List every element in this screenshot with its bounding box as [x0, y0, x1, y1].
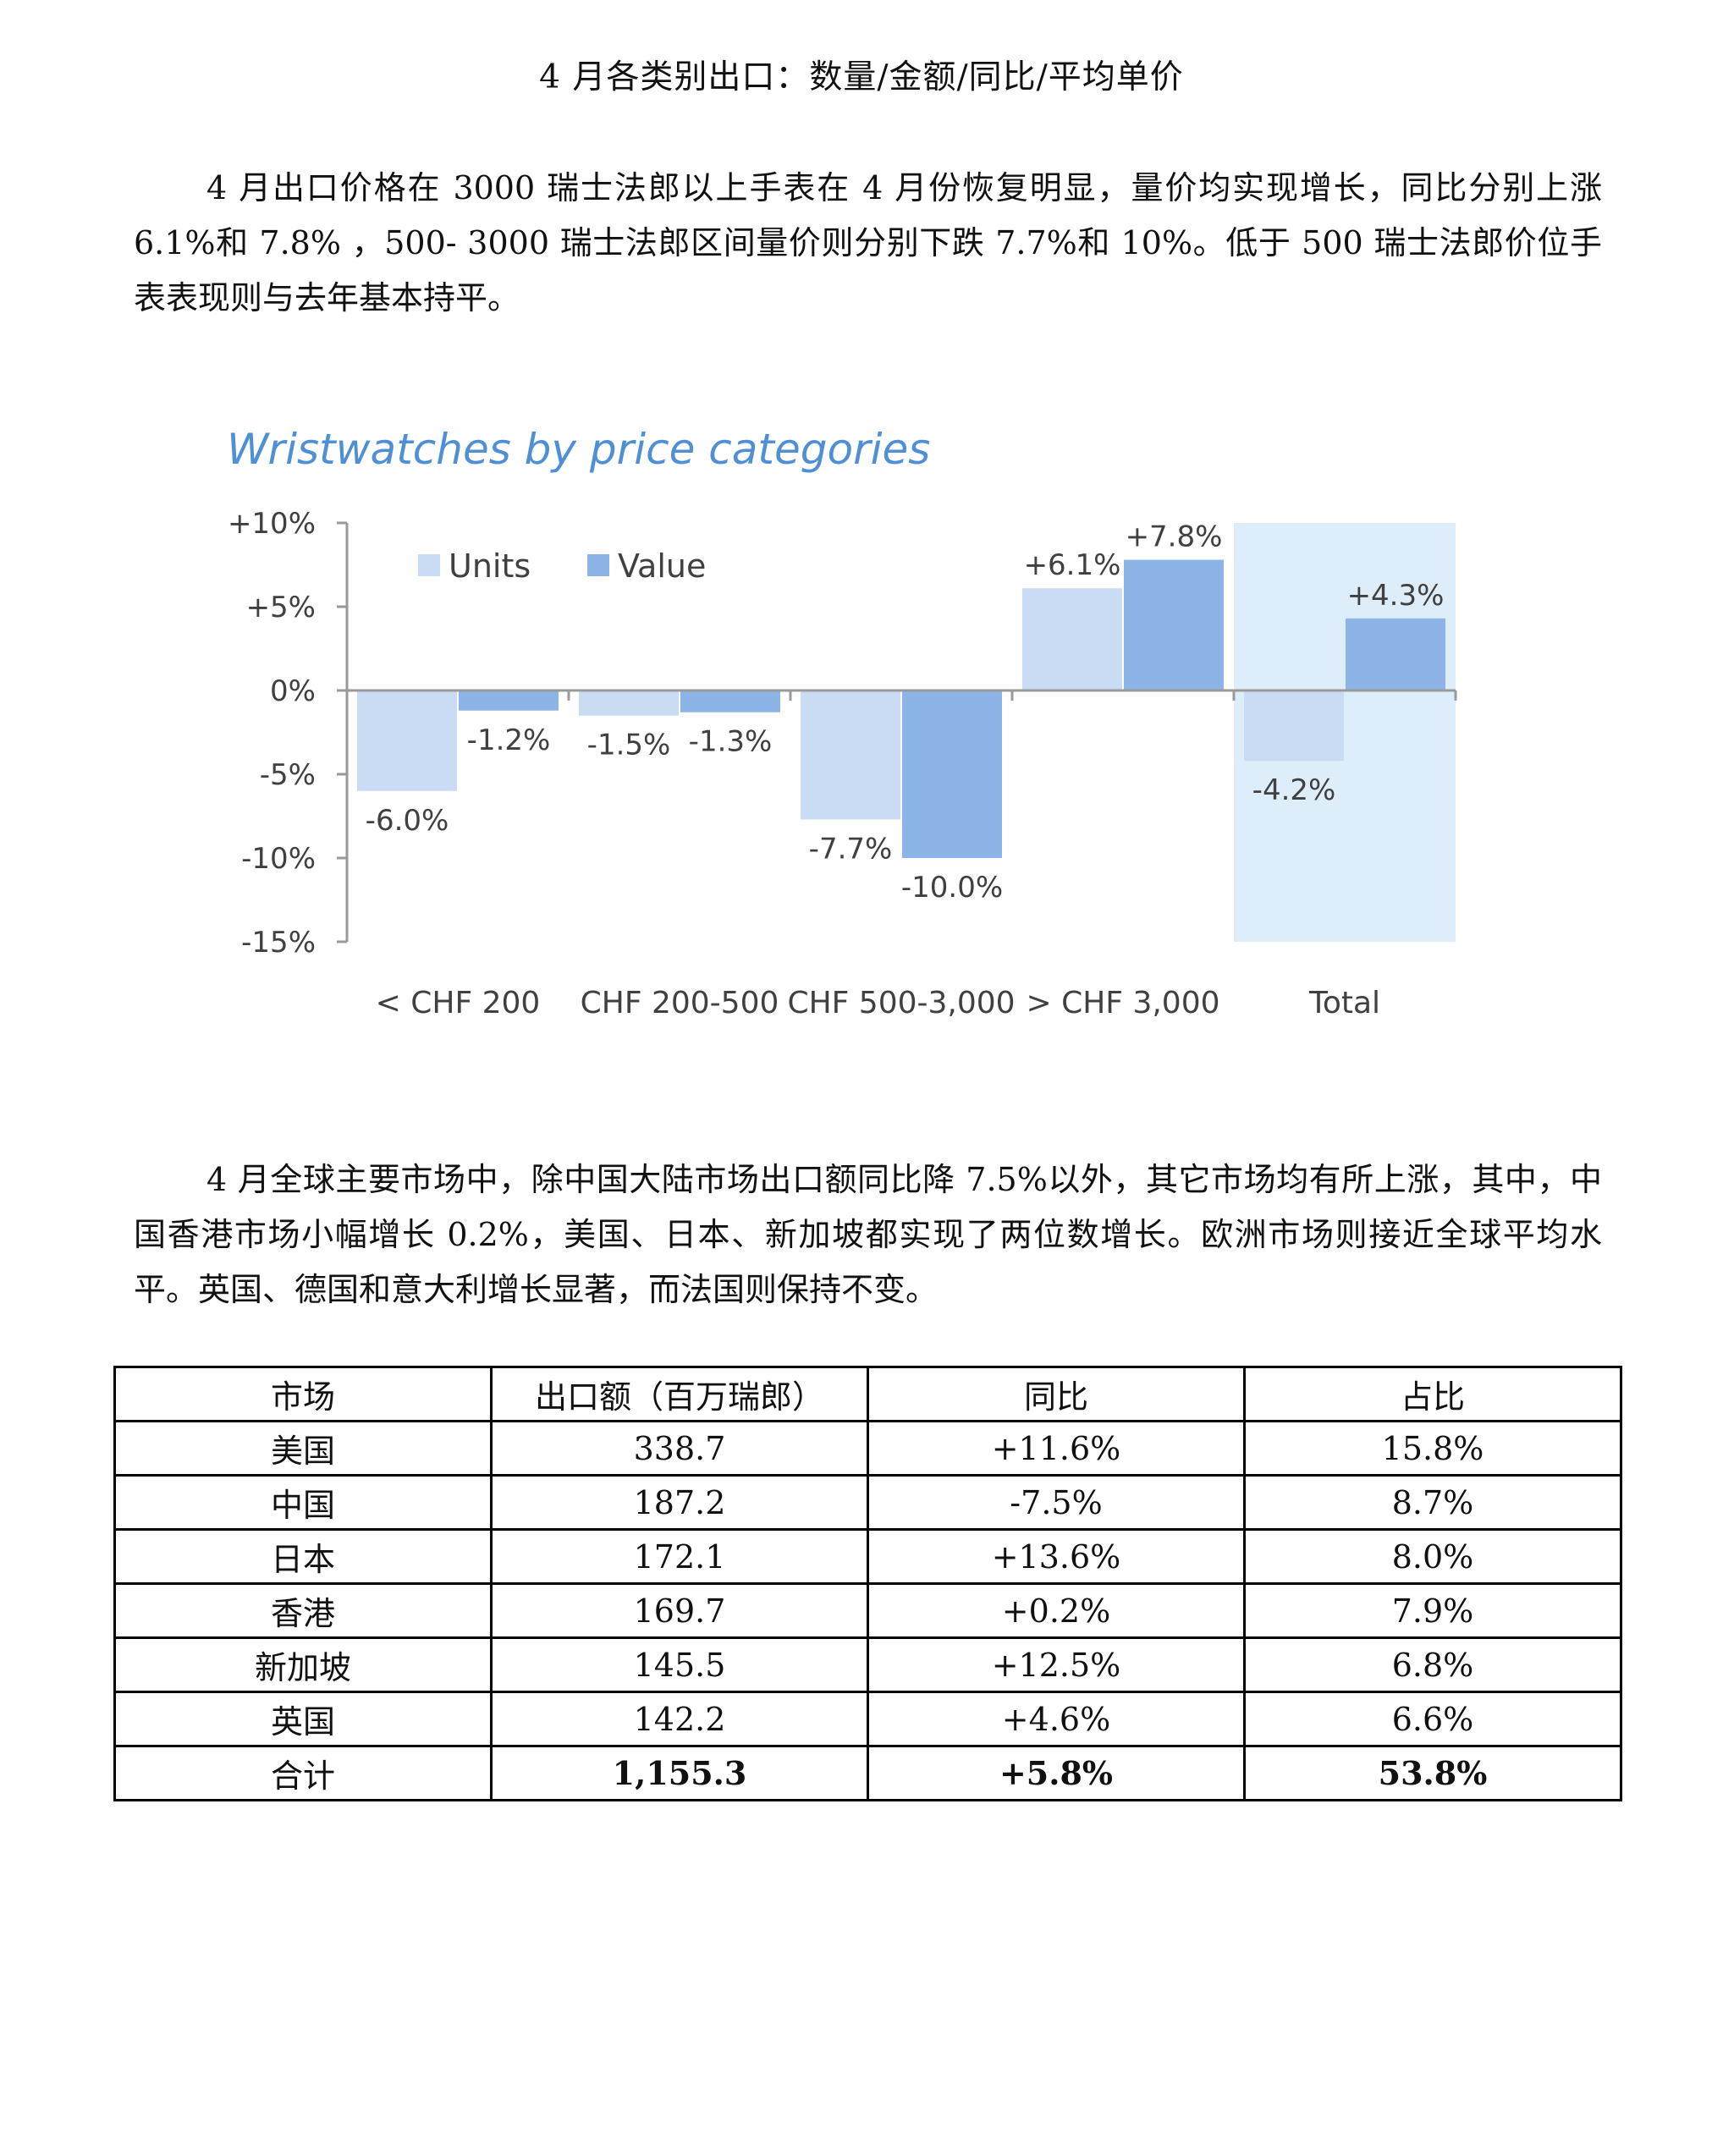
table-row: 日本 172.1 +13.6% 8.0% — [113, 1528, 1622, 1585]
bar-units — [1244, 690, 1344, 762]
x-tick-label: > CHF 3,000 — [1026, 986, 1219, 1020]
cell-yoy: +0.2% — [867, 1582, 1246, 1639]
bar-units — [801, 690, 900, 820]
y-tick-label: -5% — [260, 758, 316, 792]
cell-share: 6.6% — [1243, 1691, 1622, 1747]
cell-market: 美国 — [113, 1420, 493, 1477]
cell-export-value: 338.7 — [490, 1420, 869, 1477]
bar-value — [902, 690, 1002, 858]
data-label-value: +4.3% — [1347, 579, 1445, 613]
cell-yoy: +13.6% — [867, 1528, 1246, 1585]
data-label-value: -1.2% — [467, 723, 551, 757]
total-highlight-band — [1234, 523, 1456, 942]
data-label-units: -7.7% — [809, 832, 893, 866]
cell-share: 7.9% — [1243, 1582, 1622, 1639]
y-tick-label: 0% — [270, 674, 316, 708]
cell-market: 合计 — [113, 1745, 493, 1801]
y-tick-label: -15% — [241, 926, 316, 960]
x-tick-label: Total — [1308, 986, 1380, 1020]
cell-share: 6.8% — [1243, 1636, 1622, 1693]
legend-label-units: Units — [449, 547, 531, 585]
cell-export-value: 145.5 — [490, 1636, 869, 1693]
data-label-units: +6.1% — [1024, 548, 1121, 582]
data-label-units: -1.5% — [587, 729, 671, 762]
table-total-row: 合计 1,155.3 +5.8% 53.8% — [113, 1745, 1622, 1801]
table-row: 中国 187.2 -7.5% 8.7% — [113, 1474, 1622, 1531]
data-label-units: -6.0% — [366, 804, 449, 838]
bar-units — [579, 690, 679, 716]
data-label-value: -1.3% — [689, 725, 773, 759]
bar-units — [357, 690, 457, 791]
cell-yoy: +11.6% — [867, 1420, 1246, 1477]
legend-swatch-value — [587, 554, 609, 576]
bar-value — [680, 690, 780, 712]
market-export-table: 市场 出口额（百万瑞郎） 同比 占比 美国 338.7 +11.6% 15.8%… — [113, 1366, 1622, 1801]
header-share: 占比 — [1243, 1366, 1622, 1422]
cell-market: 日本 — [113, 1528, 493, 1585]
legend-swatch-units — [418, 554, 440, 576]
y-tick-label: -10% — [241, 842, 316, 876]
header-yoy: 同比 — [867, 1366, 1246, 1422]
header-export-value: 出口额（百万瑞郎） — [490, 1366, 869, 1422]
data-label-units: -4.2% — [1252, 773, 1336, 807]
x-tick-label: < CHF 200 — [376, 986, 541, 1020]
table-row: 香港 169.7 +0.2% 7.9% — [113, 1582, 1622, 1639]
cell-export-value: 142.2 — [490, 1691, 869, 1747]
cell-share: 53.8% — [1243, 1745, 1622, 1801]
cell-yoy: +5.8% — [867, 1745, 1246, 1801]
cell-export-value: 187.2 — [490, 1474, 869, 1531]
cell-yoy: -7.5% — [867, 1474, 1246, 1531]
cell-share: 8.7% — [1243, 1474, 1622, 1531]
header-market: 市场 — [113, 1366, 493, 1422]
table-row: 美国 338.7 +11.6% 15.8% — [113, 1420, 1622, 1477]
paragraph-price-categories: 4 月出口价格在 3000 瑞士法郎以上手表在 4 月份恢复明显，量价均实现增长… — [134, 169, 1602, 316]
legend-label-value: Value — [618, 547, 706, 585]
cell-market: 香港 — [113, 1582, 493, 1639]
bar-value — [459, 690, 559, 711]
cell-export-value: 169.7 — [490, 1582, 869, 1639]
bar-value — [1346, 618, 1445, 690]
x-tick-label: CHF 200-500 — [581, 986, 779, 1020]
bar-value — [1124, 559, 1224, 690]
y-tick-label: +10% — [228, 507, 316, 541]
cell-share: 15.8% — [1243, 1420, 1622, 1477]
data-label-value: -10.0% — [901, 871, 1003, 905]
cell-market: 中国 — [113, 1474, 493, 1531]
table-header-row: 市场 出口额（百万瑞郎） 同比 占比 — [113, 1366, 1622, 1422]
bar-units — [1022, 588, 1122, 690]
table-row: 新加坡 145.5 +12.5% 6.8% — [113, 1636, 1622, 1693]
cell-export-value: 172.1 — [490, 1528, 869, 1585]
cell-market: 英国 — [113, 1691, 493, 1747]
y-tick-label: +5% — [246, 591, 316, 624]
cell-yoy: +12.5% — [867, 1636, 1246, 1693]
table-row: 英国 142.2 +4.6% 6.6% — [113, 1691, 1622, 1747]
cell-market: 新加坡 — [113, 1636, 493, 1693]
chart-title: Wristwatches by price categories — [227, 425, 930, 474]
cell-export-value: 1,155.3 — [490, 1745, 869, 1801]
data-label-value: +7.8% — [1126, 520, 1223, 554]
x-tick-label: CHF 500-3,000 — [787, 986, 1015, 1020]
cell-share: 8.0% — [1243, 1528, 1622, 1585]
paragraph-markets: 4 月全球主要市场中，除中国大陆市场出口额同比降 7.5%以外，其它市场均有所上… — [134, 1161, 1602, 1308]
page-heading: 4 月各类别出口：数量/金额/同比/平均单价 — [539, 58, 1184, 96]
cell-yoy: +4.6% — [867, 1691, 1246, 1747]
